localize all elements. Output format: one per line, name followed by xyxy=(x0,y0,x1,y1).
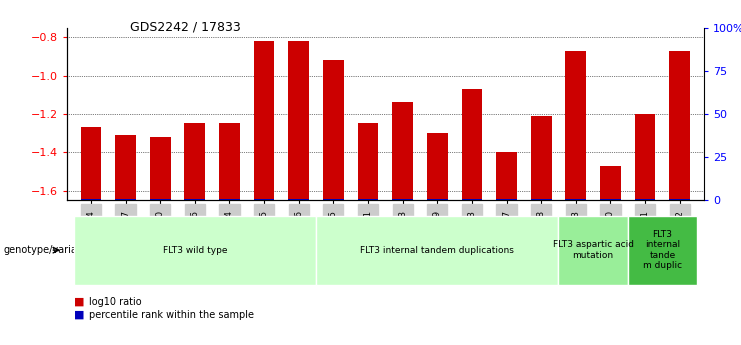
Bar xyxy=(323,60,344,200)
Bar xyxy=(288,199,309,200)
Bar xyxy=(392,199,413,200)
Text: FLT3
internal
tande
m duplic: FLT3 internal tande m duplic xyxy=(643,230,682,270)
Bar xyxy=(150,199,170,200)
Bar xyxy=(81,199,102,200)
Text: percentile rank within the sample: percentile rank within the sample xyxy=(89,310,254,319)
Bar xyxy=(531,199,551,200)
Bar xyxy=(635,114,656,200)
Bar xyxy=(115,199,136,200)
Bar xyxy=(462,89,482,200)
Bar xyxy=(253,198,274,200)
Text: FLT3 wild type: FLT3 wild type xyxy=(162,246,227,255)
Bar xyxy=(462,199,482,200)
Bar xyxy=(496,199,517,200)
Bar xyxy=(358,199,379,200)
Bar xyxy=(427,133,448,200)
Bar xyxy=(600,166,621,200)
Bar xyxy=(635,199,656,200)
Bar xyxy=(288,41,309,200)
Text: genotype/variation: genotype/variation xyxy=(4,245,96,255)
Bar xyxy=(669,199,690,200)
Bar xyxy=(81,127,102,200)
Bar xyxy=(219,124,240,200)
Bar xyxy=(600,199,621,200)
Text: log10 ratio: log10 ratio xyxy=(89,297,142,307)
Bar xyxy=(392,102,413,200)
Bar xyxy=(669,51,690,200)
Bar xyxy=(531,116,551,200)
Bar xyxy=(253,41,274,200)
Bar xyxy=(565,198,586,200)
Bar xyxy=(358,124,379,200)
Text: GDS2242 / 17833: GDS2242 / 17833 xyxy=(130,21,241,34)
Bar xyxy=(185,199,205,200)
Text: FLT3 aspartic acid
mutation: FLT3 aspartic acid mutation xyxy=(553,240,634,260)
Bar xyxy=(185,124,205,200)
Bar xyxy=(150,137,170,200)
Bar xyxy=(219,199,240,200)
Text: ■: ■ xyxy=(74,297,84,307)
Text: FLT3 internal tandem duplications: FLT3 internal tandem duplications xyxy=(360,246,514,255)
Bar xyxy=(496,152,517,200)
Bar xyxy=(565,51,586,200)
Bar xyxy=(427,199,448,200)
Bar xyxy=(115,135,136,200)
Bar xyxy=(323,198,344,200)
Text: ■: ■ xyxy=(74,310,84,319)
